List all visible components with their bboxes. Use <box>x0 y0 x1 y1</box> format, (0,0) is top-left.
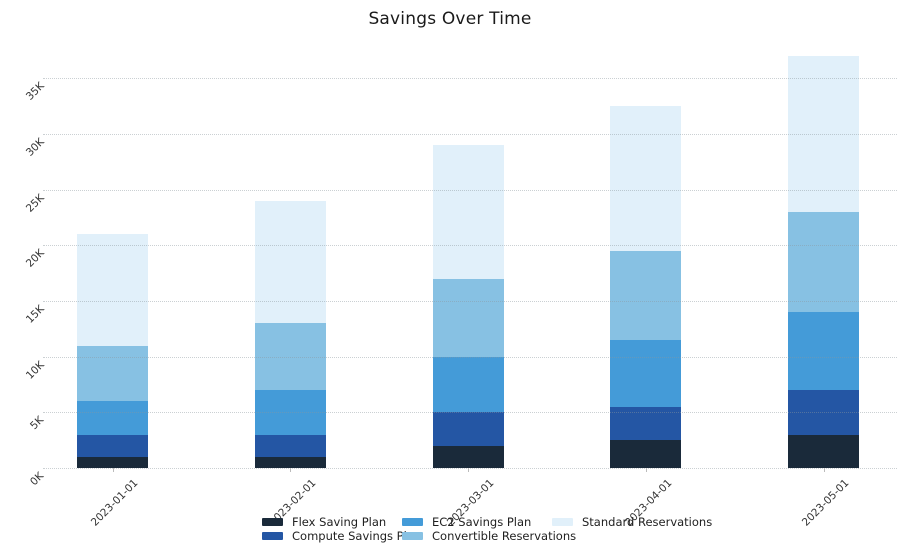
legend-swatch <box>262 518 283 526</box>
y-axis-label-25K: 25K <box>23 191 47 215</box>
x-axis-label-2023-01-01: 2023-01-01 <box>89 477 141 529</box>
gridline-0K <box>43 468 897 469</box>
bar-segment-standard-reservations[interactable] <box>432 145 504 279</box>
y-axis-label-15K: 15K <box>23 302 47 326</box>
legend-item-convertible-reservations[interactable]: Convertible Reservations <box>402 529 576 543</box>
x-axis-label-2023-05-01: 2023-05-01 <box>800 477 852 529</box>
x-axis-tick <box>645 468 647 472</box>
y-axis-label-20K: 20K <box>23 247 47 271</box>
bar-segment-flex-saving-plan[interactable] <box>254 456 326 468</box>
x-axis-tick <box>290 468 292 472</box>
legend-label: Compute Savings Plan <box>292 529 422 543</box>
legend-label: Standard Reservations <box>582 515 713 529</box>
y-axis-label-5K: 5K <box>28 414 47 433</box>
bar-segment-compute-savings-plan[interactable] <box>254 434 326 457</box>
bar-segment-standard-reservations[interactable] <box>254 200 326 324</box>
bar-segment-ec2-savings-plan[interactable] <box>254 390 326 435</box>
bar-segment-convertible-reservations[interactable] <box>788 211 859 313</box>
x-axis-tick <box>823 468 825 472</box>
chart-title: Savings Over Time <box>368 9 532 29</box>
bar-segment-compute-savings-plan[interactable] <box>788 390 859 435</box>
gridline-30K <box>43 133 897 135</box>
y-axis-label-30K: 30K <box>23 135 47 159</box>
bar-segment-convertible-reservations[interactable] <box>254 323 326 391</box>
legend-swatch <box>402 532 423 540</box>
legend-item-compute-savings-plan[interactable]: Compute Savings Plan <box>262 529 421 543</box>
bar-segment-ec2-savings-plan[interactable] <box>788 312 859 391</box>
bar-segment-standard-reservations[interactable] <box>77 234 148 346</box>
bar-segment-compute-savings-plan[interactable] <box>77 434 148 457</box>
legend-item-flex-saving-plan[interactable]: Flex Saving Plan <box>262 515 386 529</box>
y-axis-label-35K: 35K <box>23 80 47 104</box>
gridline-35K <box>43 78 897 80</box>
bar-segment-convertible-reservations[interactable] <box>610 250 682 340</box>
bar-segment-standard-reservations[interactable] <box>788 56 859 212</box>
bar-segment-flex-saving-plan[interactable] <box>610 440 682 468</box>
bar-segment-compute-savings-plan[interactable] <box>610 406 682 441</box>
bar-segment-standard-reservations[interactable] <box>610 106 682 251</box>
bar-segment-compute-savings-plan[interactable] <box>432 412 504 446</box>
legend-swatch <box>402 518 423 526</box>
x-axis-tick <box>468 468 469 472</box>
legend-swatch <box>262 532 283 540</box>
x-axis-tick <box>112 468 114 472</box>
bar-segment-ec2-savings-plan[interactable] <box>610 339 682 407</box>
legend-item-standard-reservations[interactable]: Standard Reservations <box>552 515 712 529</box>
bar-segment-flex-saving-plan[interactable] <box>432 445 504 468</box>
bar-segment-flex-saving-plan[interactable] <box>77 456 148 468</box>
bar-segment-ec2-savings-plan[interactable] <box>77 401 148 435</box>
legend-swatch <box>552 518 573 526</box>
bar-segment-flex-saving-plan[interactable] <box>788 434 859 468</box>
y-axis-label-10K: 10K <box>23 358 47 382</box>
legend-label: Convertible Reservations <box>432 529 577 543</box>
bar-segment-convertible-reservations[interactable] <box>432 278 504 357</box>
y-axis-label-0K: 0K <box>28 470 47 489</box>
bar-segment-convertible-reservations[interactable] <box>77 345 148 402</box>
legend-label: Flex Saving Plan <box>292 515 387 529</box>
legend-item-ec2-savings-plan[interactable]: EC2 Savings Plan <box>402 515 531 529</box>
legend-label: EC2 Savings Plan <box>432 515 532 529</box>
bar-segment-ec2-savings-plan[interactable] <box>432 356 504 413</box>
